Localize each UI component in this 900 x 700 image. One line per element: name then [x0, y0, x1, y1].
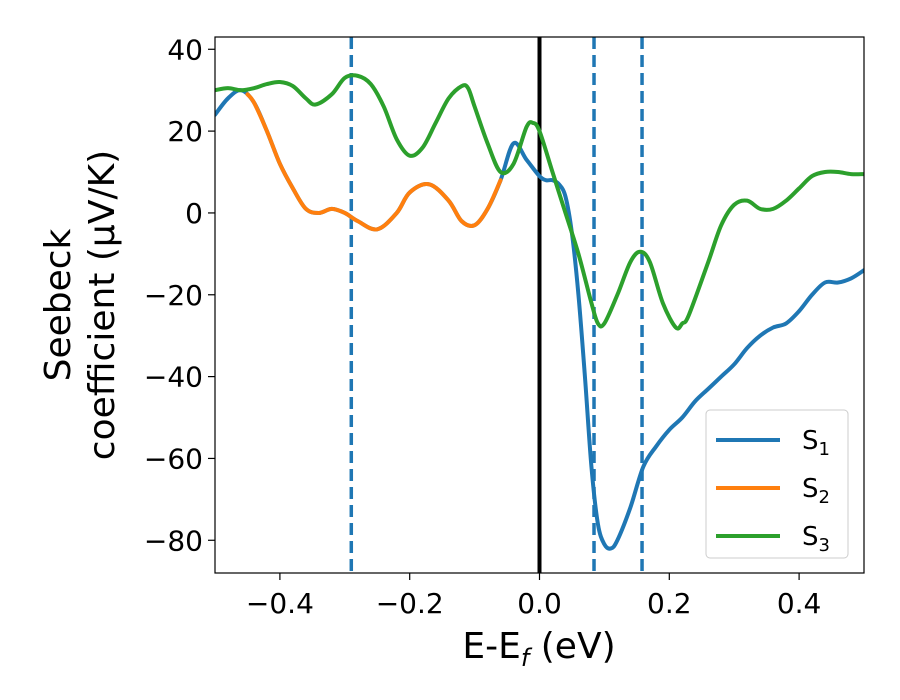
vertical-lines	[349, 37, 644, 573]
legend-box	[705, 409, 849, 559]
x-tick-label: 0.4	[777, 587, 822, 620]
legend-label-s1: S1	[802, 426, 830, 460]
legend: S1 S2 S3	[705, 409, 849, 559]
y-axis-title: Seebeck coefficient (μV/K)	[38, 150, 123, 460]
y-axis-title-line2: coefficient (μV/K)	[82, 150, 123, 460]
y-tick-label: 0	[185, 197, 203, 230]
x-axis-title: E-Ef (eV)	[462, 626, 615, 672]
legend-label-s2: S2	[802, 474, 830, 508]
y-tick-label: −80	[144, 524, 203, 557]
y-tick-label: −60	[144, 442, 203, 475]
y-axis-title-line1: Seebeck	[38, 228, 79, 381]
x-tick-label: 0.2	[647, 587, 692, 620]
series-line-s2	[245, 92, 503, 232]
y-tick-label: −40	[144, 361, 203, 394]
y-ticks: 40 20 0 −20 −40 −60 −80	[144, 33, 215, 557]
legend-label-s3: S3	[802, 522, 830, 556]
legend-entries: S1 S2 S3	[716, 426, 830, 556]
x-tick-label: 0.0	[517, 587, 562, 620]
y-tick-label: 40	[167, 33, 203, 66]
y-tick-label: −20	[144, 279, 203, 312]
series-layer	[215, 73, 864, 551]
x-axis-title-main: E-E	[462, 626, 520, 667]
y-tick-label: 20	[167, 115, 203, 148]
x-axis-title-tail: (eV)	[529, 626, 615, 667]
series-line-s3	[215, 73, 864, 331]
x-tick-label: −0.2	[376, 587, 444, 620]
x-tick-label: −0.4	[246, 587, 314, 620]
x-ticks: −0.4 −0.2 0.0 0.2 0.4	[246, 573, 821, 620]
